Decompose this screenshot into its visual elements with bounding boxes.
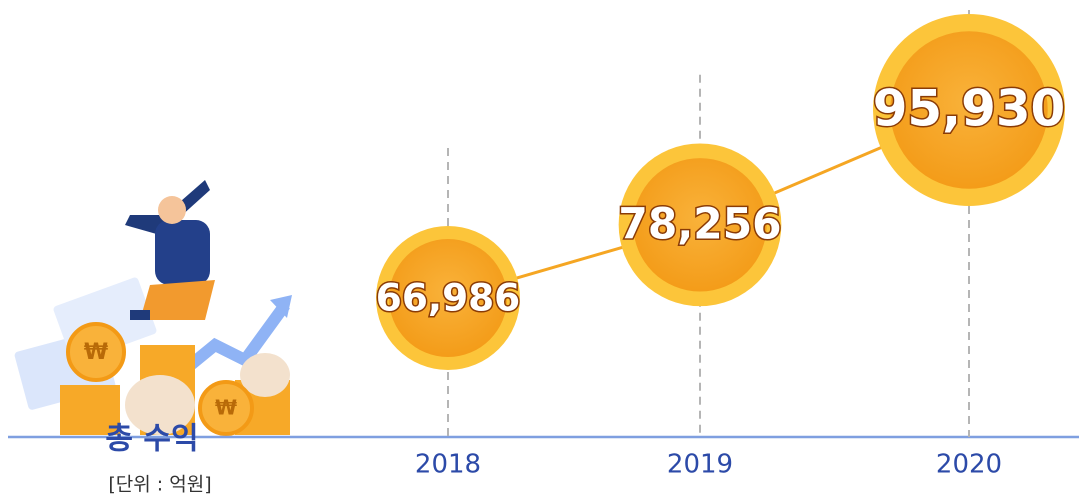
- coin-inner: [890, 31, 1048, 189]
- svg-text:₩: ₩: [215, 396, 237, 420]
- chart-subtitle: [단위 : 억원]: [108, 474, 211, 496]
- svg-text:₩: ₩: [84, 340, 108, 365]
- data-label: 95,930: [873, 80, 1066, 138]
- illustration: ₩ ₩: [14, 180, 292, 436]
- chart-title: 총 수익: [105, 422, 198, 457]
- x-tick-label: 2019: [667, 450, 733, 480]
- data-label: 66,986: [376, 276, 520, 320]
- coin-inner: [388, 238, 508, 358]
- x-tick-label: 2020: [936, 450, 1002, 480]
- data-label: 78,256: [618, 199, 781, 248]
- coin-inner: [633, 158, 767, 292]
- x-tick-label: 2018: [415, 450, 481, 480]
